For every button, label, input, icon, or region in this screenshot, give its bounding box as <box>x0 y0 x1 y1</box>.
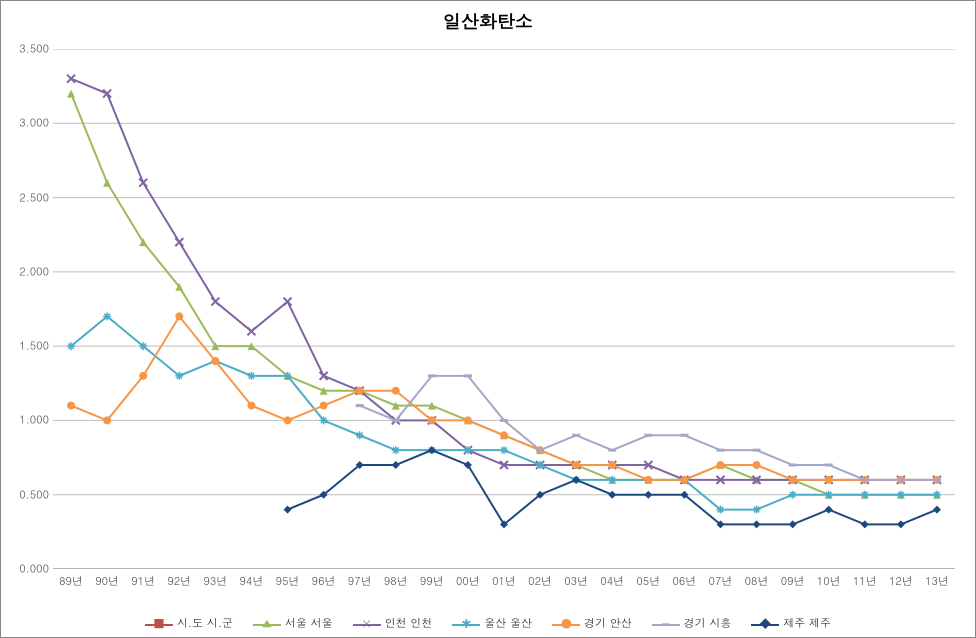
square-icon: ■ <box>154 618 165 630</box>
x-tick-label: 98년 <box>384 574 408 589</box>
x-tick-label: 09년 <box>781 574 805 589</box>
chart-container: 일산화탄소 0.000 0.500 1.000 1.500 2.000 2.500 3.00… <box>0 0 976 638</box>
legend-item: ✱ 울산 울산 <box>452 616 532 631</box>
x-tick-label: 90년 <box>95 574 119 589</box>
x-tick-label: 93년 <box>203 574 227 589</box>
y-tick-label: 2.000 <box>11 264 49 279</box>
diamond-icon: ◆ <box>759 618 771 630</box>
legend-swatch: ◆ <box>751 619 779 629</box>
dash-icon: − <box>661 618 671 630</box>
x-tick-label: 13년 <box>925 574 949 589</box>
chart-legend: ■ 시.도 시.군 ▲ 서울 서울 × 인천 인천 ✱ 울산 울산 ● 경기 안산 − 경기 시흥 ◆ 제… <box>1 616 975 631</box>
x-tick-label: 01년 <box>492 574 516 589</box>
legend-item: ● 경기 안산 <box>552 616 632 631</box>
x-tick-label: 91년 <box>131 574 155 589</box>
x-tick-label: 10년 <box>817 574 841 589</box>
legend-label: 울산 울산 <box>484 616 532 631</box>
x-tick-label: 04년 <box>600 574 624 589</box>
legend-label: 시.도 시.군 <box>177 616 233 631</box>
legend-swatch: − <box>652 619 680 629</box>
x-tick-label: 02년 <box>528 574 552 589</box>
legend-item: × 인천 인천 <box>353 616 433 631</box>
x-tick-label: 96년 <box>312 574 336 589</box>
legend-swatch: ▲ <box>253 619 281 629</box>
x-tick-label: 97년 <box>348 574 372 589</box>
triangle-icon: ▲ <box>261 618 272 630</box>
y-tick-label: 0.000 <box>11 562 49 577</box>
chart-title: 일산화탄소 <box>1 9 975 34</box>
legend-swatch: ✱ <box>452 619 480 629</box>
y-tick-label: 0.500 <box>11 487 49 502</box>
legend-swatch: ■ <box>145 619 173 629</box>
legend-label: 제주 제주 <box>783 616 831 631</box>
x-tick-label: 12년 <box>889 574 913 589</box>
y-tick-label: 2.500 <box>11 190 49 205</box>
legend-item: ■ 시.도 시.군 <box>145 616 233 631</box>
x-tick-label: 89년 <box>59 574 83 589</box>
x-tick-label: 07년 <box>709 574 733 589</box>
legend-item: ▲ 서울 서울 <box>253 616 333 631</box>
x-tick-label: 08년 <box>745 574 769 589</box>
y-tick-label: 1.000 <box>11 413 49 428</box>
legend-item: − 경기 시흥 <box>652 616 732 631</box>
x-tick-label: 92년 <box>167 574 191 589</box>
legend-label: 인천 인천 <box>385 616 433 631</box>
y-tick-label: 3.500 <box>11 42 49 57</box>
legend-label: 경기 안산 <box>584 616 632 631</box>
legend-label: 경기 시흥 <box>684 616 732 631</box>
legend-item: ◆ 제주 제주 <box>751 616 831 631</box>
x-tick-label: 00년 <box>456 574 480 589</box>
x-tick-label: 94년 <box>240 574 264 589</box>
chart-plot <box>53 49 955 569</box>
x-icon: × <box>362 618 372 630</box>
x-tick-label: 06년 <box>672 574 696 589</box>
x-tick-label: 05년 <box>636 574 660 589</box>
x-tick-label: 99년 <box>420 574 444 589</box>
x-tick-label: 11년 <box>853 574 877 589</box>
star-icon: ✱ <box>461 618 471 630</box>
legend-label: 서울 서울 <box>285 616 333 631</box>
legend-swatch: × <box>353 619 381 629</box>
x-tick-label: 03년 <box>564 574 588 589</box>
y-tick-label: 3.000 <box>11 116 49 131</box>
legend-swatch: ● <box>552 619 580 629</box>
y-tick-label: 1.500 <box>11 339 49 354</box>
circle-icon: ● <box>560 618 571 630</box>
x-tick-label: 95년 <box>276 574 300 589</box>
